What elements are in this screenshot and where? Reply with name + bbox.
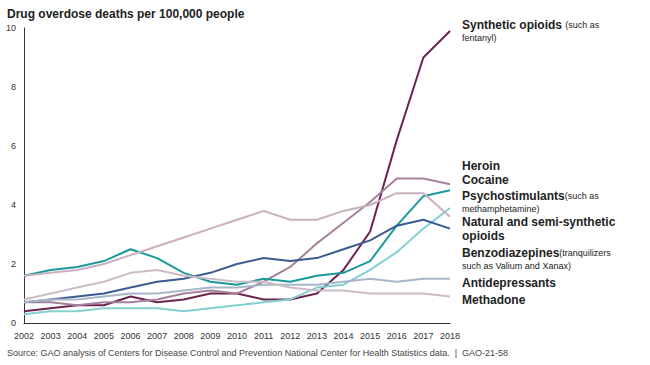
svg-text:Benzodiazepines: Benzodiazepines [462, 246, 560, 260]
svg-text:2008: 2008 [174, 331, 194, 341]
svg-text:2011: 2011 [254, 331, 273, 341]
svg-text:2005: 2005 [94, 331, 114, 341]
svg-text:Psychostimulants: Psychostimulants [462, 189, 565, 203]
svg-text:2007: 2007 [147, 331, 167, 341]
svg-text:2002: 2002 [14, 331, 34, 341]
svg-text:2018: 2018 [440, 331, 460, 341]
svg-text:2: 2 [11, 259, 16, 269]
svg-text:2016: 2016 [387, 331, 407, 341]
svg-text:2004: 2004 [67, 331, 87, 341]
svg-text:2017: 2017 [413, 331, 433, 341]
svg-text:10: 10 [6, 23, 16, 33]
svg-text:Source: GAO analysis of Center: Source: GAO analysis of Centers for Dise… [7, 348, 508, 358]
svg-text:2003: 2003 [41, 331, 61, 341]
svg-text:Heroin: Heroin [462, 159, 500, 173]
svg-text:2006: 2006 [120, 331, 140, 341]
svg-text:2009: 2009 [200, 331, 220, 341]
svg-text:methamphetamine): methamphetamine) [462, 204, 540, 214]
svg-text:2014: 2014 [333, 331, 353, 341]
svg-text:Synthetic opioids: Synthetic opioids [462, 18, 562, 32]
svg-text:Antidepressants: Antidepressants [462, 276, 556, 290]
svg-text:Methadone: Methadone [462, 293, 526, 307]
svg-text:(such as: (such as [565, 191, 602, 201]
svg-text:(such as: (such as [565, 20, 602, 30]
svg-text:opioids: opioids [462, 229, 505, 243]
svg-text:such as Valium and Xanax): such as Valium and Xanax) [462, 261, 571, 271]
svg-text:8: 8 [11, 82, 16, 92]
svg-text:Cocaine: Cocaine [462, 173, 509, 187]
svg-text:2013: 2013 [307, 331, 327, 341]
svg-text:2012: 2012 [280, 331, 300, 341]
svg-text:4: 4 [11, 200, 16, 210]
svg-text:Natural and semi-synthetic: Natural and semi-synthetic [462, 215, 619, 229]
svg-text:2015: 2015 [360, 331, 380, 341]
svg-text:0: 0 [11, 318, 16, 328]
svg-text:2010: 2010 [227, 331, 247, 341]
svg-text:6: 6 [11, 141, 16, 151]
svg-text:fentanyl): fentanyl) [462, 33, 497, 43]
svg-text:Drug overdose deaths per 100,0: Drug overdose deaths per 100,000 people [7, 7, 245, 21]
svg-text:(tranquilizers: (tranquilizers [559, 248, 613, 258]
